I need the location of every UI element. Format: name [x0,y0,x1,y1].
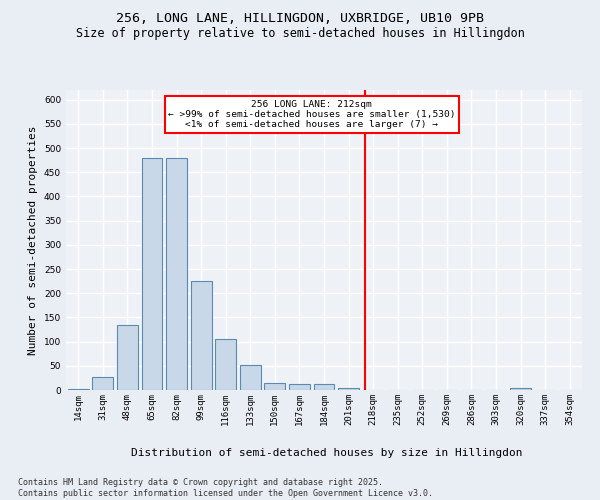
Bar [240,365,261,390]
Text: Contains HM Land Registry data © Crown copyright and database right 2025.
Contai: Contains HM Land Registry data © Crown c… [18,478,433,498]
Bar [265,383,286,390]
Bar [68,389,89,390]
Bar [289,384,310,390]
Bar [215,339,236,390]
Bar [314,384,334,390]
Bar [166,158,187,390]
Bar [510,388,531,390]
Y-axis label: Number of semi-detached properties: Number of semi-detached properties [28,125,38,355]
Text: Size of property relative to semi-detached houses in Hillingdon: Size of property relative to semi-detach… [76,28,524,40]
Bar [338,388,359,390]
Bar [92,377,113,390]
Text: 256, LONG LANE, HILLINGDON, UXBRIDGE, UB10 9PB: 256, LONG LANE, HILLINGDON, UXBRIDGE, UB… [116,12,484,26]
Text: 256 LONG LANE: 212sqm
← >99% of semi-detached houses are smaller (1,530)
<1% of : 256 LONG LANE: 212sqm ← >99% of semi-det… [168,100,455,130]
Text: Distribution of semi-detached houses by size in Hillingdon: Distribution of semi-detached houses by … [131,448,523,458]
Bar [191,281,212,390]
Bar [142,158,163,390]
Bar [117,324,138,390]
